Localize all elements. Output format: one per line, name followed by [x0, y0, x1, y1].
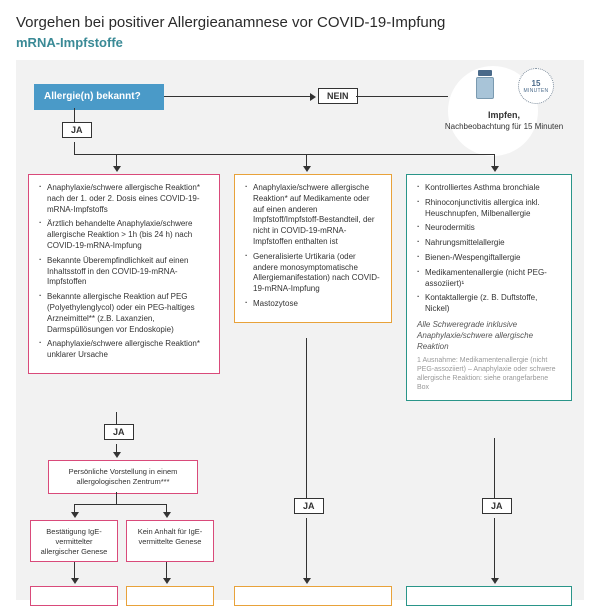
pink-item: Anaphylaxie/schwere allergische Reaktion… — [39, 183, 209, 215]
page-title: Vorgehen bei positiver Allergieanamnese … — [16, 14, 584, 31]
pink-item: Bekannte allergische Reaktion auf PEG (P… — [39, 292, 209, 335]
flowchart-canvas: 15 MINUTEN Impfen, Nachbeobachtung für 1… — [16, 60, 584, 600]
orange-item: Anaphylaxie/schwere allergische Reaktion… — [245, 183, 381, 248]
line-orange-d2 — [306, 518, 307, 580]
label-ja-1: JA — [62, 122, 92, 138]
teal-list: Kontrolliertes Asthma bronchiale Rhinoco… — [417, 183, 561, 315]
line-teal-d1 — [494, 438, 495, 498]
line-to-nein — [164, 96, 312, 97]
orange-list: Anaphylaxie/schwere allergische Reaktion… — [245, 183, 381, 310]
bottom-box-1 — [30, 586, 118, 606]
teal-item: Medikamentenallergie (nicht PEG-assoziie… — [417, 268, 561, 290]
impfen-title: Impfen, — [488, 110, 520, 120]
pink-followup-box: Persönliche Vorstellung in einem allergo… — [48, 460, 198, 494]
arrow-to-nein — [310, 93, 316, 101]
vial-icon — [474, 70, 496, 100]
arrow-bl2 — [163, 578, 171, 584]
clock-number: 15 — [532, 79, 541, 88]
page-subtitle: mRNA-Impfstoffe — [16, 35, 584, 50]
line-ja-down — [74, 142, 75, 154]
pink-item: Anaphylaxie/schwere allergische Reaktion… — [39, 339, 209, 361]
label-ja-pink: JA — [104, 424, 134, 440]
pink-right-box: Kein Anhalt für IgE-vermittelte Genese — [126, 520, 214, 562]
arrow-d2 — [303, 166, 311, 172]
teal-item: Neurodermitis — [417, 223, 561, 234]
clock-unit: MINUTEN — [524, 88, 549, 94]
orange-box: Anaphylaxie/schwere allergische Reaktion… — [234, 174, 392, 323]
teal-item: Kontrolliertes Asthma bronchiale — [417, 183, 561, 194]
line-pink-d1 — [116, 412, 117, 424]
bottom-box-3 — [234, 586, 392, 606]
orange-item: Mastozytose — [245, 299, 381, 310]
impfen-text: Impfen, Nachbeobachtung für 15 Minuten — [444, 110, 564, 132]
line-teal-d2 — [494, 518, 495, 580]
clock-icon: 15 MINUTEN — [518, 68, 554, 104]
line-pf-d — [116, 492, 117, 504]
pink-item: Ärztlich behandelte Anaphylaxie/schwere … — [39, 219, 209, 251]
teal-box: Kontrolliertes Asthma bronchiale Rhinoco… — [406, 174, 572, 401]
label-ja-teal: JA — [482, 498, 512, 514]
bottom-box-2 — [126, 586, 214, 606]
teal-item: Rhinoconjunctivitis allergica inkl. Heus… — [417, 198, 561, 220]
line-nein-right — [356, 96, 448, 97]
teal-item: Nahrungsmittelallergie — [417, 238, 561, 249]
arrow-pf-l — [71, 512, 79, 518]
label-ja-orange: JA — [294, 498, 324, 514]
bottom-box-4 — [406, 586, 572, 606]
label-nein: NEIN — [318, 88, 358, 104]
arrow-pf-r — [163, 512, 171, 518]
line-dec-down — [74, 108, 75, 122]
orange-item: Generalisierte Urtikaria (oder andere mo… — [245, 252, 381, 295]
pink-list: Anaphylaxie/schwere allergische Reaktion… — [39, 183, 209, 361]
teal-item: Kontaktallergie (z. B. Duftstoffe, Nicke… — [417, 293, 561, 315]
arrow-bl1 — [71, 578, 79, 584]
arrow-orange-d — [303, 578, 311, 584]
teal-item: Bienen-/Wespengiftallergie — [417, 253, 561, 264]
teal-note: 1 Ausnahme: Medikamentenallergie (nicht … — [417, 357, 561, 392]
line-pf-h — [74, 504, 166, 505]
line-split — [74, 154, 494, 155]
arrow-d3 — [491, 166, 499, 172]
arrow-teal-d — [491, 578, 499, 584]
pink-left-box: Bestätigung IgE-vermittelter allergische… — [30, 520, 118, 562]
arrow-pink-d — [113, 452, 121, 458]
impfen-subtext: Nachbeobachtung für 15 Minuten — [445, 122, 563, 131]
decision-box: Allergie(n) bekannt? — [34, 84, 164, 110]
arrow-d1 — [113, 166, 121, 172]
teal-italic: Alle Schweregrade inklusive Anaphylaxie/… — [417, 320, 561, 352]
pink-item: Bekannte Überempfindlichkeit auf einen I… — [39, 256, 209, 288]
pink-box: Anaphylaxie/schwere allergische Reaktion… — [28, 174, 220, 374]
line-orange-d1 — [306, 338, 307, 498]
